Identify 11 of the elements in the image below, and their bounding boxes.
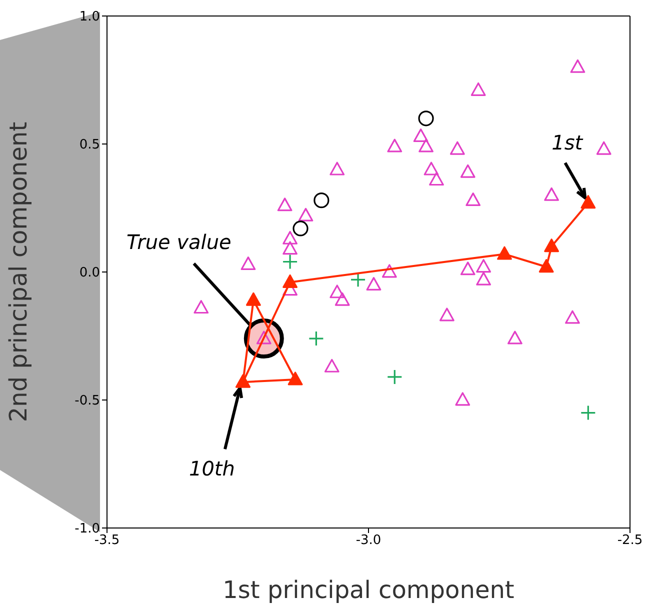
annotation: 10th xyxy=(188,456,235,481)
y-tick-label: 0.0 xyxy=(79,266,100,281)
x-tick-label: -3.0 xyxy=(356,533,382,548)
annotation: 1st xyxy=(552,130,584,154)
y-tick-label: -0.5 xyxy=(74,394,100,409)
annotation: True value xyxy=(126,230,232,254)
y-tick-label: 1.0 xyxy=(79,10,100,25)
x-tick-label: -2.5 xyxy=(617,533,643,548)
x-axis-title: 1st principal component xyxy=(222,576,514,604)
y-axis-title: 2nd principal component xyxy=(4,122,33,422)
y-tick-label: 0.5 xyxy=(79,138,100,153)
